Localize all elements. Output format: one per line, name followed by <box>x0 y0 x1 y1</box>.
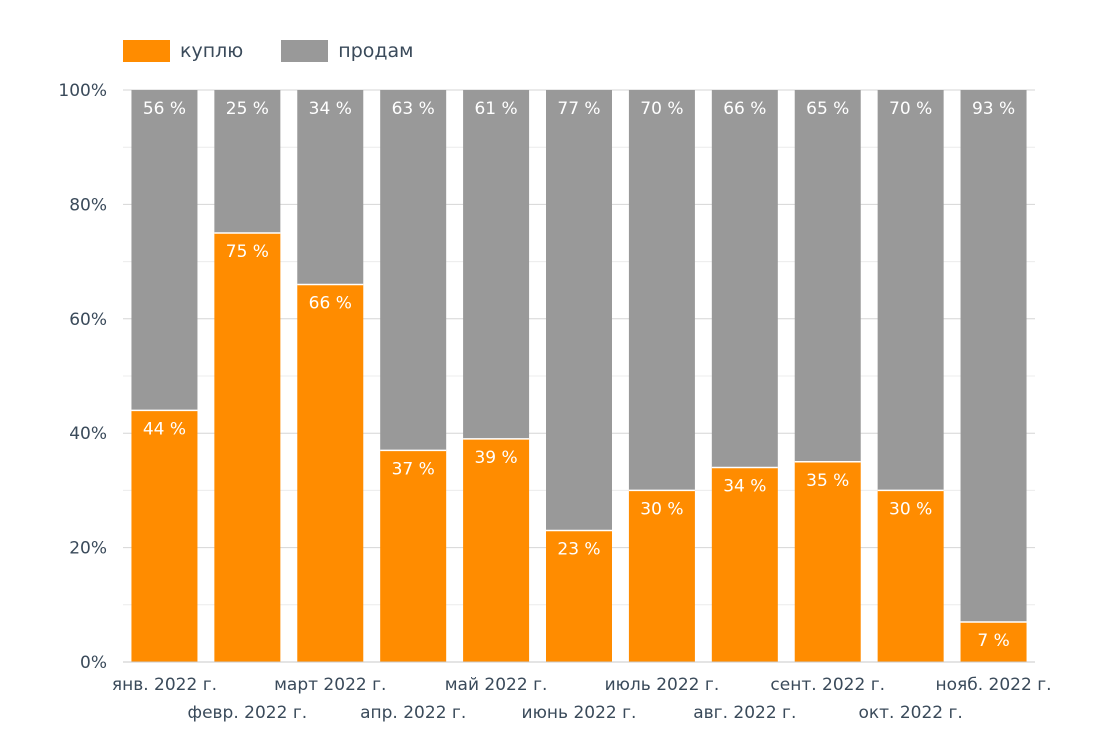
data-label-buy: 30 % <box>889 499 932 519</box>
x-tick-label: май 2022 г. <box>445 675 548 695</box>
bar-buy <box>960 621 1027 662</box>
data-label-buy: 37 % <box>392 459 435 479</box>
data-label-buy: 39 % <box>474 448 517 468</box>
data-label-buy: 23 % <box>557 539 600 559</box>
bar-sell <box>297 90 364 285</box>
legend-swatch-buy <box>123 40 170 62</box>
x-tick-label: март 2022 г. <box>274 675 386 695</box>
data-label-buy: 34 % <box>723 477 766 497</box>
legend-label-buy: куплю <box>180 40 244 62</box>
data-label-sell: 34 % <box>309 99 352 119</box>
bar-buy <box>297 284 364 662</box>
x-tick-label: сент. 2022 г. <box>770 675 885 695</box>
data-label-sell: 70 % <box>640 99 683 119</box>
data-label-sell: 25 % <box>226 99 269 119</box>
bar-sell <box>380 90 447 451</box>
data-label-sell: 65 % <box>806 99 849 119</box>
bar-sell <box>131 90 198 411</box>
x-tick-label: апр. 2022 г. <box>360 703 466 723</box>
data-label-sell: 70 % <box>889 99 932 119</box>
legend-swatch-sell <box>281 40 329 62</box>
bar-sell <box>877 90 944 491</box>
data-label-sell: 66 % <box>723 99 766 119</box>
x-tick-label: нояб. 2022 г. <box>936 675 1052 695</box>
data-label-buy: 75 % <box>226 242 269 262</box>
x-tick-label: авг. 2022 г. <box>693 703 796 723</box>
data-label-buy: 66 % <box>309 293 352 313</box>
y-tick-label: 40% <box>69 424 107 444</box>
bar-buy <box>214 233 281 662</box>
bar-sell <box>628 90 695 491</box>
bar-sell <box>463 90 530 439</box>
y-tick-label: 60% <box>69 310 107 330</box>
data-label-buy: 30 % <box>640 499 683 519</box>
legend-item-buy: куплю <box>123 40 243 62</box>
bar-buy <box>131 410 198 662</box>
bar-buy <box>794 461 861 662</box>
data-label-sell: 61 % <box>474 99 517 119</box>
x-tick-label: февр. 2022 г. <box>188 703 308 723</box>
bar-buy <box>628 490 695 662</box>
x-tick-label: янв. 2022 г. <box>112 675 217 695</box>
bar-buy <box>877 490 944 662</box>
bar-sell <box>794 90 861 462</box>
bar-sell <box>711 90 778 468</box>
bar-sell <box>960 90 1027 622</box>
data-label-sell: 63 % <box>392 99 435 119</box>
x-tick-label: июнь 2022 г. <box>522 703 637 723</box>
data-label-sell: 93 % <box>972 99 1015 119</box>
bar-buy <box>546 530 612 662</box>
bar-buy <box>711 467 778 662</box>
y-tick-label: 80% <box>69 195 107 215</box>
data-label-buy: 35 % <box>806 471 849 491</box>
data-label-buy: 44 % <box>143 419 186 439</box>
x-tick-label: июль 2022 г. <box>605 675 720 695</box>
y-tick-label: 0% <box>80 653 107 673</box>
legend-item-sell: продам <box>281 40 414 62</box>
bar-buy <box>463 438 530 662</box>
chart-legend: куплю продам <box>123 40 452 62</box>
data-label-buy: 7 % <box>977 631 1009 651</box>
bar-sell <box>546 90 612 531</box>
y-tick-label: 100% <box>58 81 107 101</box>
bar-sell <box>214 90 281 233</box>
bar-buy <box>380 450 447 662</box>
x-tick-label: окт. 2022 г. <box>858 703 962 723</box>
y-tick-label: 20% <box>69 539 107 559</box>
legend-label-sell: продам <box>338 40 414 62</box>
data-label-sell: 56 % <box>143 99 186 119</box>
data-label-sell: 77 % <box>557 99 600 119</box>
